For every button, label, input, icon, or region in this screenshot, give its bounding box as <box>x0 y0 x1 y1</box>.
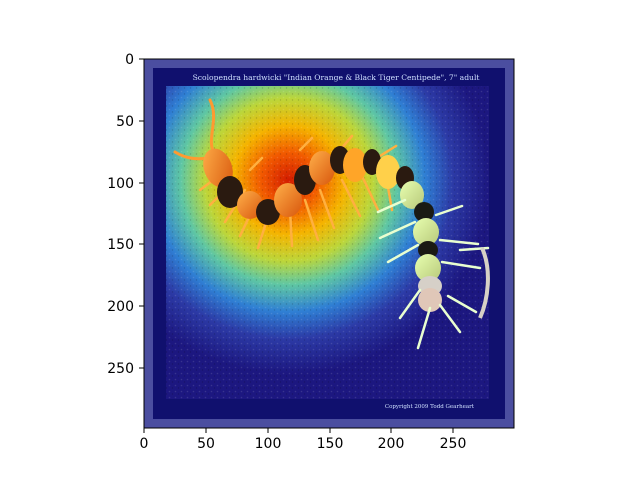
centipede <box>173 98 490 350</box>
x-tick-label: 200 <box>378 436 405 452</box>
y-axis: 0 50 100 150 200 250 <box>107 52 144 377</box>
x-tick-label: 150 <box>317 436 344 452</box>
y-tick-label: 100 <box>107 176 134 192</box>
photo-caption-top: Scolopendra hardwicki "Indian Orange & B… <box>193 73 480 82</box>
y-tick-label: 50 <box>116 114 134 130</box>
y-tick-label: 150 <box>107 237 134 253</box>
x-axis: 0 50 100 150 200 250 <box>140 428 467 452</box>
y-tick-label: 0 <box>125 52 134 68</box>
heatmap-image: Scolopendra hardwicki "Indian Orange & B… <box>144 59 514 428</box>
gravel-texture <box>166 86 489 399</box>
x-tick-label: 0 <box>140 436 149 452</box>
y-tick-label: 200 <box>107 299 134 315</box>
x-tick-label: 250 <box>440 436 467 452</box>
x-tick-label: 50 <box>197 436 215 452</box>
x-tick-label: 100 <box>255 436 282 452</box>
y-tick-label: 250 <box>107 361 134 377</box>
photo-caption-bottom: Copyright 2009 Todd Gearheart <box>385 404 475 410</box>
